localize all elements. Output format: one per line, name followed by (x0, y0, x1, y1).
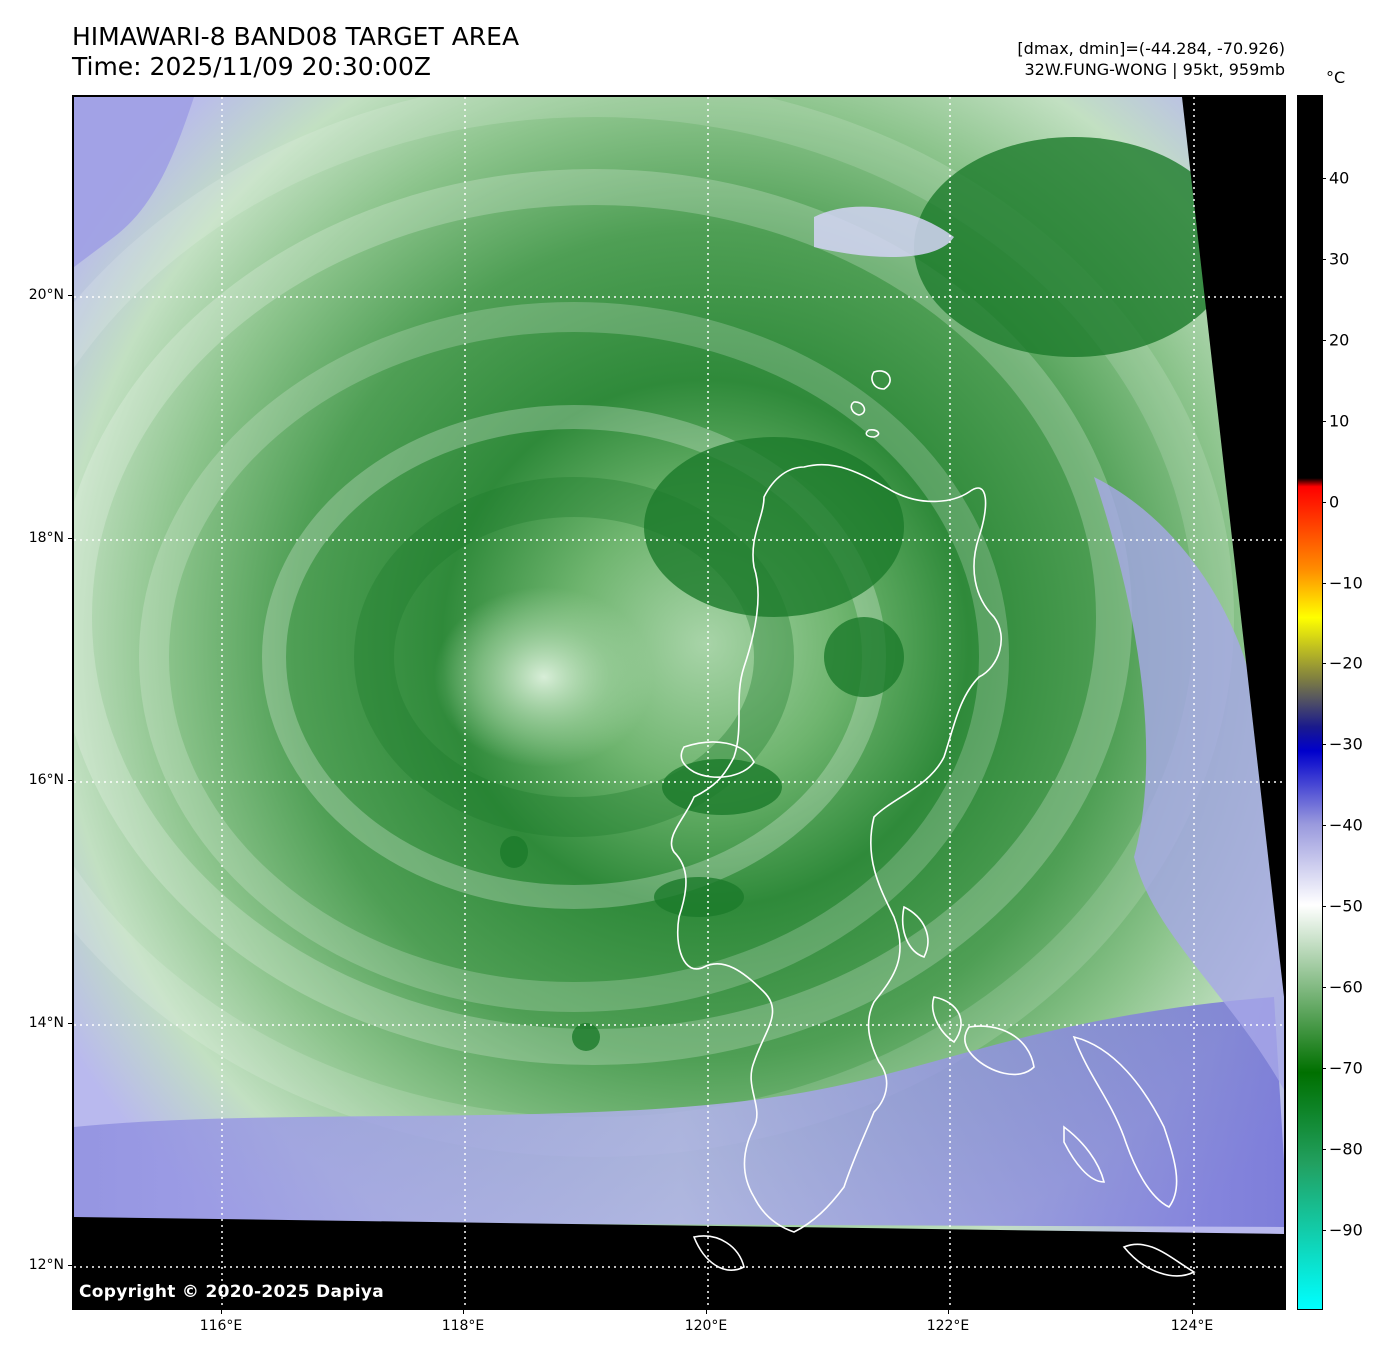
colorbar (1297, 95, 1323, 1310)
lat-tick (68, 1023, 72, 1024)
colorbar-label: −70 (1329, 1058, 1363, 1078)
clear-air-south (74, 997, 1284, 1227)
colorbar-label: 20 (1329, 330, 1350, 350)
lat-label-18n: 18°N (28, 530, 64, 546)
lon-tick (463, 1310, 464, 1314)
storm-label: 32W.FUNG-WONG | 95kt, 959mb (1024, 60, 1285, 79)
lat-label-20n: 20°N (28, 287, 64, 303)
lon-label-122e: 122°E (926, 1318, 970, 1334)
cold-cloud-tops (500, 137, 1234, 1051)
colorbar-tick (1322, 420, 1326, 422)
lat-tick (68, 780, 72, 781)
colorbar-label: −80 (1329, 1139, 1363, 1159)
lon-tick (1192, 1310, 1193, 1314)
coastlines (670, 370, 1196, 1277)
colorbar-label: 0 (1329, 492, 1340, 512)
colorbar-tick (1322, 1229, 1326, 1231)
colorbar-label: 30 (1329, 249, 1350, 269)
colorbar-tick (1322, 501, 1326, 503)
lat-tick (68, 295, 72, 296)
storm-eye-region (434, 587, 654, 767)
lon-label-124e: 124°E (1170, 1318, 1214, 1334)
lat-tick (68, 1265, 72, 1266)
satellite-map: Copyright © 2020-2025 Dapiya (72, 95, 1286, 1310)
clear-air-north (814, 206, 954, 257)
colorbar-label: −50 (1329, 896, 1363, 916)
lon-tick (221, 1310, 222, 1314)
colorbar-tick (1322, 906, 1326, 908)
lon-tick (706, 1310, 707, 1314)
title-block: HIMAWARI-8 BAND08 TARGET AREA Time: 2025… (72, 22, 519, 82)
clear-air-northwest (74, 97, 194, 267)
lat-tick (68, 538, 72, 539)
lat-label-14n: 14°N (28, 1015, 64, 1031)
colorbar-tick (1322, 744, 1326, 746)
colorbar-label: −60 (1329, 977, 1363, 997)
lon-label-118e: 118°E (441, 1318, 485, 1334)
colorbar-label: −90 (1329, 1220, 1363, 1240)
lat-label-16n: 16°N (28, 772, 64, 788)
colorbar-label: 40 (1329, 168, 1350, 188)
meta-block: [dmax, dmin]=(-44.284, -70.926) 32W.FUNG… (1017, 38, 1285, 80)
lon-label-116e: 116°E (199, 1318, 243, 1334)
colorbar-tick (1322, 1067, 1326, 1069)
colorbar-label: −40 (1329, 815, 1363, 835)
no-data-south (74, 1217, 1284, 1308)
colorbar-tick (1322, 987, 1326, 988)
colorbar-unit: °C (1326, 68, 1346, 87)
lon-label-120e: 120°E (684, 1318, 728, 1334)
colorbar-label: 10 (1329, 411, 1350, 431)
range-label: [dmax, dmin]=(-44.284, -70.926) (1017, 39, 1285, 58)
lon-tick (948, 1310, 949, 1314)
colorbar-tick (1322, 1148, 1326, 1150)
colorbar-label: −20 (1329, 653, 1363, 673)
colorbar-label: −30 (1329, 734, 1363, 754)
colorbar-tick (1322, 339, 1326, 341)
colorbar-tick (1322, 178, 1326, 179)
chart-title: HIMAWARI-8 BAND08 TARGET AREA (72, 22, 520, 51)
time-label: Time: 2025/11/09 20:30:00Z (72, 52, 431, 81)
clear-air-east (1094, 477, 1284, 1090)
colorbar-tick (1322, 663, 1326, 665)
satellite-imagery (74, 97, 1284, 1308)
colorbar-tick (1322, 258, 1326, 260)
colorbar-tick (1322, 825, 1326, 827)
colorbar-tick (1322, 582, 1326, 584)
lat-label-12n: 12°N (28, 1257, 64, 1273)
colorbar-label: −10 (1329, 573, 1363, 592)
copyright-text: Copyright © 2020-2025 Dapiya (79, 1282, 384, 1302)
